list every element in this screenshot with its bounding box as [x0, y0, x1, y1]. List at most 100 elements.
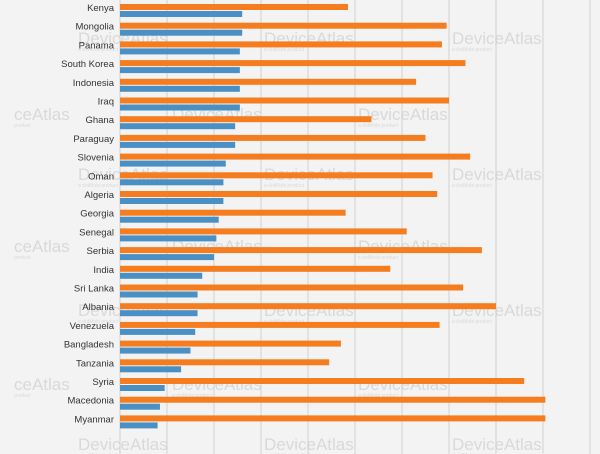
watermark-tagline: a dotMobi product: [358, 123, 399, 129]
category-label: Albania: [82, 302, 114, 313]
category-label: Algeria: [84, 190, 114, 201]
watermark-tagline: a dotMobi product: [452, 47, 493, 53]
bar-series-a: [120, 265, 391, 272]
bar-series-b: [120, 198, 224, 204]
bar-series-a: [120, 191, 438, 197]
bar-series-b: [120, 254, 214, 261]
bar-series-a: [120, 247, 482, 254]
category-label: Iraq: [98, 97, 114, 108]
watermark-text: ceAtlas: [14, 375, 70, 394]
bar-series-a: [120, 60, 466, 67]
watermark-text: DeviceAtlas: [358, 237, 448, 256]
category-label: Bangladesh: [64, 340, 114, 351]
category-label: Sri Lanka: [74, 284, 115, 295]
bar-series-b: [120, 235, 217, 242]
watermark-tagline: a dotMobi product: [264, 47, 305, 53]
category-label: Indonesia: [73, 78, 115, 89]
watermark-text: DeviceAtlas: [452, 165, 542, 184]
bar-series-a: [120, 97, 449, 104]
bar-series-a: [120, 228, 407, 235]
bar-series-b: [120, 179, 224, 186]
category-label: Oman: [88, 171, 114, 182]
category-label: Serbia: [87, 246, 115, 257]
bar-series-a: [120, 359, 330, 366]
category-label: Ghana: [85, 115, 114, 126]
bar-series-b: [120, 347, 191, 354]
bar-series-b: [120, 422, 158, 429]
watermark-tagline: a dotMobi product: [78, 47, 119, 53]
watermark-text: ceAtlas: [14, 105, 70, 124]
bar-series-b: [120, 104, 240, 111]
bar-series-b: [120, 67, 240, 74]
watermark-tagline: product: [14, 393, 31, 399]
bar-series-b: [120, 160, 226, 167]
bar-series-a: [120, 4, 348, 10]
watermark-tagline: a dotMobi product: [358, 393, 399, 399]
category-label: Macedonia: [68, 396, 115, 407]
bar-series-a: [120, 321, 440, 328]
bar-series-a: [120, 396, 546, 403]
watermark-tagline: a dotMobi product: [78, 319, 119, 325]
bar-series-b: [120, 403, 160, 410]
category-label: Panama: [79, 40, 115, 51]
category-label: Myanmar: [74, 414, 114, 425]
bar-series-a: [120, 172, 433, 179]
watermark-tagline: product: [14, 123, 31, 129]
watermark-text: DeviceAtlas: [358, 105, 448, 124]
category-label: Senegal: [79, 227, 114, 238]
category-label: Slovenia: [78, 153, 115, 164]
bar-series-b: [120, 310, 198, 317]
watermark-tagline: a dotMobi product: [264, 183, 305, 189]
bar-series-a: [120, 78, 417, 85]
watermark-tagline: a dotMobi product: [452, 183, 493, 189]
watermark-tagline: a dotMobi product: [172, 393, 213, 399]
bar-series-a: [120, 284, 464, 291]
bar-series-b: [120, 11, 243, 17]
bar-series-b: [120, 216, 219, 223]
bar-series-a: [120, 340, 341, 347]
category-label: South Korea: [61, 59, 115, 70]
watermark-tagline: a dotMobi product: [452, 319, 493, 325]
bar-series-a: [120, 209, 346, 216]
watermark-text: DeviceAtlas: [452, 435, 542, 454]
watermark-text: DeviceAtlas: [172, 375, 262, 394]
bar-series-a: [120, 41, 442, 48]
watermark-text: ceAtlas: [14, 237, 70, 256]
category-label: Mongolia: [75, 22, 114, 33]
bar-series-a: [120, 116, 372, 123]
bar-series-b: [120, 85, 240, 92]
bars: [120, 4, 546, 429]
category-label: Tanzania: [76, 358, 115, 369]
bar-series-a: [120, 415, 546, 422]
bar-series-a: [120, 22, 447, 29]
category-labels: Kenya Mongolia Panama South Korea Indonesia I…: [61, 3, 115, 425]
watermark-text: DeviceAtlas: [452, 29, 542, 48]
category-label: Venezuela: [70, 321, 115, 332]
category-label: Syria: [92, 377, 114, 388]
watermark-text: DeviceAtlas: [78, 435, 168, 454]
bar-series-a: [120, 303, 496, 310]
watermark-tagline: a dotMobi product: [358, 255, 399, 261]
watermark-tagline: product: [14, 255, 31, 261]
bar-series-a: [120, 378, 525, 384]
bar-series-a: [120, 134, 426, 141]
category-label: Kenya: [87, 3, 115, 14]
watermark-tagline: a dotMobi product: [78, 183, 119, 189]
bar-series-b: [120, 328, 196, 335]
bar-series-b: [120, 385, 165, 391]
bar-series-b: [120, 48, 240, 55]
bar-series-b: [120, 123, 236, 130]
bar-series-b: [120, 141, 236, 148]
bar-series-b: [120, 366, 182, 373]
watermark-text: DeviceAtlas: [358, 375, 448, 394]
category-label: India: [93, 265, 114, 276]
bar-series-b: [120, 29, 243, 36]
bar-series-a: [120, 153, 471, 160]
bar-series-b: [120, 291, 198, 298]
watermark-text: DeviceAtlas: [264, 435, 354, 454]
category-label: Georgia: [80, 209, 115, 220]
category-label: Paraguay: [73, 134, 114, 145]
bar-series-b: [120, 272, 203, 279]
